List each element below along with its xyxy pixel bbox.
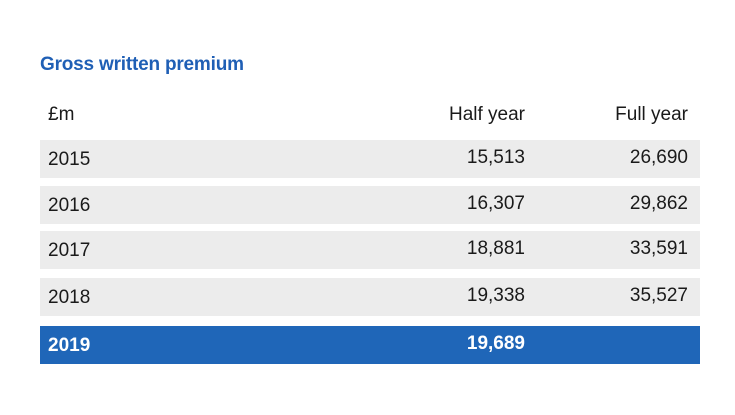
row-full-year-cell: 29,862 xyxy=(629,193,688,214)
row-full-year-cell: 35,527 xyxy=(629,285,688,306)
column-header-half-year: Half year xyxy=(448,104,525,125)
table-row-highlighted: 2019 19,689 xyxy=(40,326,700,364)
column-header-full-year: Full year xyxy=(615,104,688,125)
table-title: Gross written premium xyxy=(40,54,244,75)
row-year-cell: 2015 xyxy=(48,149,91,170)
row-half-year-cell: 16,307 xyxy=(466,193,525,214)
row-half-year-cell: 18,881 xyxy=(466,238,525,259)
row-year-cell: 2016 xyxy=(48,195,91,216)
table-header-row: £m Half year Full year xyxy=(40,104,700,128)
row-year-cell: 2018 xyxy=(48,287,91,308)
column-header-unit: £m xyxy=(48,104,75,125)
table-row: 2016 16,307 29,862 xyxy=(40,186,700,224)
row-full-year-cell: 33,591 xyxy=(629,238,688,259)
row-year-cell: 2019 xyxy=(48,335,91,356)
row-half-year-cell: 19,338 xyxy=(466,285,525,306)
table-row: 2018 19,338 35,527 xyxy=(40,278,700,316)
row-year-cell: 2017 xyxy=(48,240,91,261)
row-full-year-cell: 26,690 xyxy=(629,147,688,168)
table-row: 2017 18,881 33,591 xyxy=(40,231,700,269)
table-row: 2015 15,513 26,690 xyxy=(40,140,700,178)
row-half-year-cell: 19,689 xyxy=(466,333,525,354)
row-half-year-cell: 15,513 xyxy=(466,147,525,168)
